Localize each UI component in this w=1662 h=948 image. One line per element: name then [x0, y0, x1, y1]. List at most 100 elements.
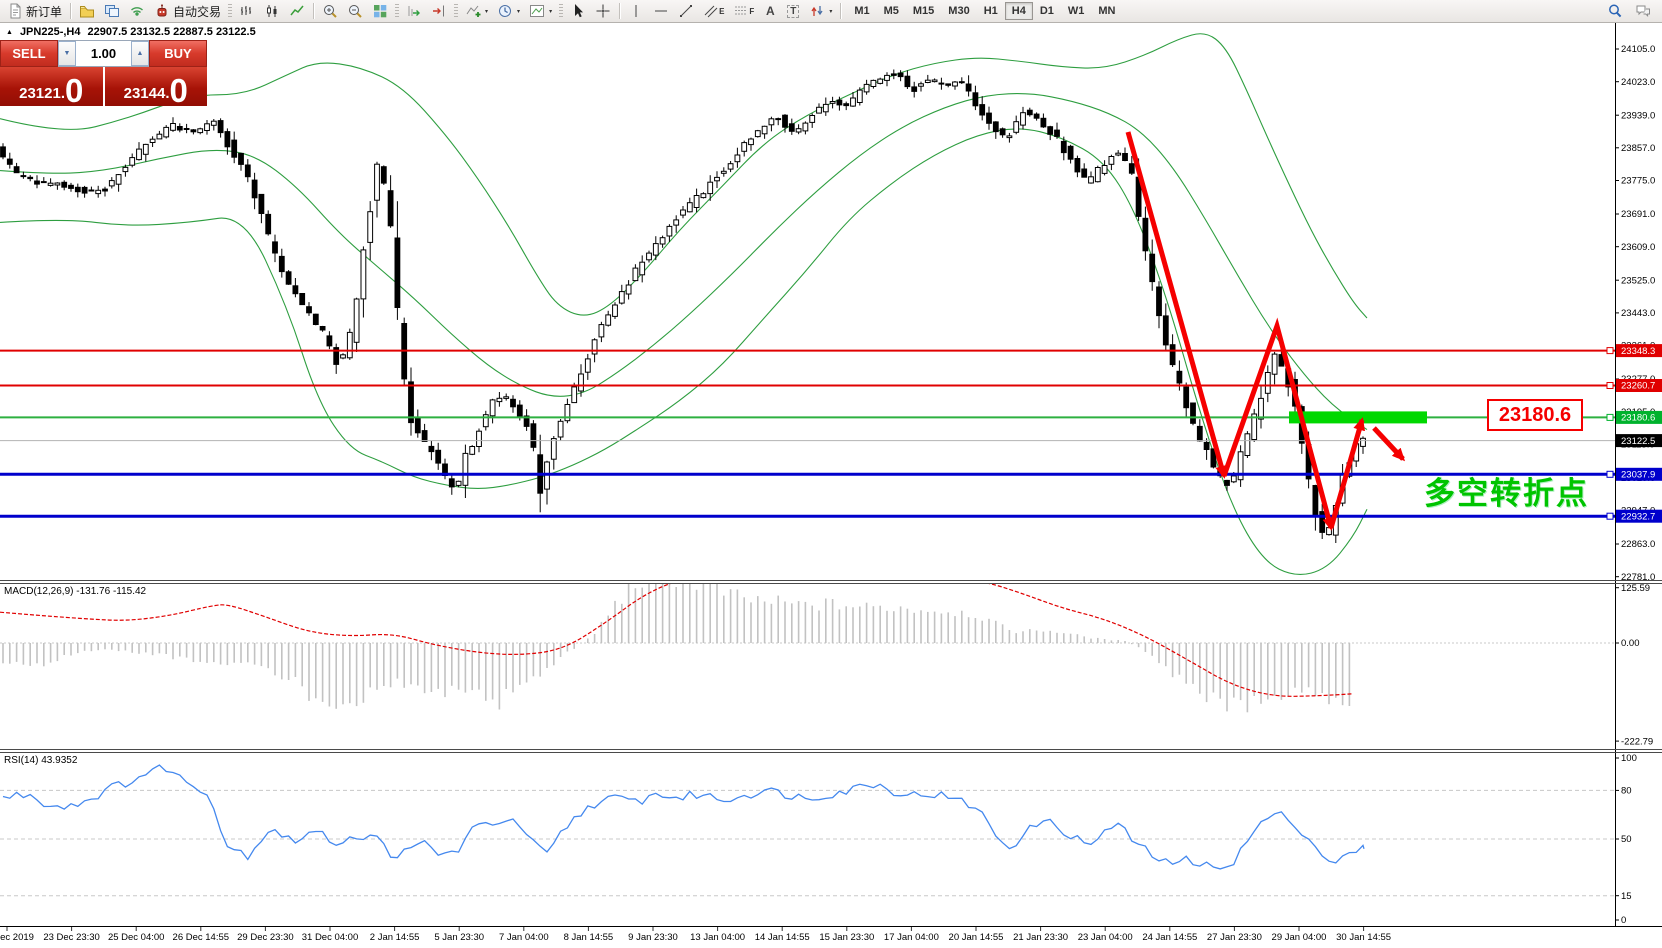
svg-text:24 Jan 14:55: 24 Jan 14:55 — [1142, 932, 1197, 943]
timeframe-button-m1[interactable]: M1 — [847, 2, 876, 20]
toolbar-grip — [228, 3, 233, 19]
timeframe-button-w1[interactable]: W1 — [1061, 2, 1092, 20]
zoom-in-icon — [324, 5, 337, 18]
rsi-indicator-label: RSI(14) 43.9352 — [4, 755, 78, 766]
svg-text:0.00: 0.00 — [1621, 638, 1640, 649]
svg-text:30 Jan 14:55: 30 Jan 14:55 — [1336, 932, 1391, 943]
arrows-button[interactable]: ▾ — [805, 1, 836, 21]
price-tag-23260.7: 23260.7 — [1606, 379, 1662, 392]
chart-title: ▲ JPN225-,H4 22907.5 23132.5 22887.5 231… — [6, 26, 256, 38]
turning-point-annotation[interactable]: 多空转折点 — [1424, 476, 1589, 511]
trendline-icon — [680, 5, 693, 17]
text-button[interactable]: A — [759, 1, 781, 21]
new-order-button[interactable]: 新订单 — [3, 1, 66, 21]
price-axis[interactable]: 24105.0 24023.0 23939.0 23857.0 23775.0 23691… — [1606, 22, 1662, 926]
toolbar-grip — [559, 3, 564, 19]
arrows-icon — [811, 6, 823, 16]
svg-text:22863.0: 22863.0 — [1621, 539, 1655, 550]
svg-text:26 Dec 14:55: 26 Dec 14:55 — [173, 932, 230, 943]
timeframe-button-m30[interactable]: M30 — [941, 2, 976, 20]
zoom-in-button[interactable] — [318, 1, 342, 21]
candlestick-chart-icon — [267, 5, 277, 17]
templates-button[interactable]: ▾ — [525, 1, 556, 21]
timeframe-button-m5[interactable]: M5 — [877, 2, 906, 20]
macd-indicator-label: MACD(12,26,9) -131.76 -115.42 — [4, 586, 147, 597]
chart-shift-icon — [433, 5, 445, 17]
trend-arrow-1[interactable] — [1125, 131, 1228, 479]
svg-text:125.59: 125.59 — [1621, 583, 1650, 594]
chart-ohlc-values: 22907.5 23132.5 22887.5 23122.5 — [87, 26, 256, 38]
volume-decrease-button[interactable]: ▼ — [58, 41, 76, 66]
vertical-line-button[interactable] — [624, 1, 648, 21]
svg-text:23775.0: 23775.0 — [1621, 176, 1655, 187]
buy-price-panel[interactable]: 23144. 0 — [104, 67, 207, 107]
chat-button[interactable] — [1631, 1, 1655, 21]
trend-arrow-3[interactable] — [1328, 417, 1366, 529]
volume-input[interactable] — [76, 41, 131, 66]
timeframe-button-d1[interactable]: D1 — [1033, 2, 1061, 20]
trendline-button[interactable] — [674, 1, 698, 21]
profiles-button[interactable] — [75, 1, 99, 21]
equidistant-channel-icon — [704, 5, 718, 18]
timeframe-button-h4[interactable]: H4 — [1004, 2, 1033, 20]
timeframe-button-mn[interactable]: MN — [1091, 2, 1122, 20]
bar-chart-button[interactable] — [235, 1, 259, 21]
svg-text:24105.0: 24105.0 — [1621, 44, 1655, 55]
buy-button-label: BUY — [164, 46, 192, 61]
sell-price-panel[interactable]: 23121. 0 — [0, 67, 103, 107]
time-axis[interactable]: 20 Dec 2019 23 Dec 23:30 25 Dec 04:00 26 De… — [0, 927, 1391, 943]
main-toolbar: 新订单 自动交易 ▾ ▾ — [0, 0, 1662, 23]
svg-text:21 Jan 23:30: 21 Jan 23:30 — [1013, 932, 1068, 943]
cursor-icon — [575, 4, 584, 18]
timeframe-button-m15[interactable]: M15 — [906, 2, 941, 20]
indicators-icon — [466, 5, 481, 17]
equidistant-channel-button[interactable]: E — [699, 1, 728, 21]
bollinger-lower-band — [0, 128, 1368, 575]
price-callout-label[interactable]: 23180.6 — [1487, 399, 1583, 431]
trend-arrow-4[interactable] — [1372, 426, 1406, 462]
sell-price-main: 23121 — [19, 84, 61, 102]
indicators-button[interactable]: ▾ — [461, 1, 492, 21]
sell-button[interactable]: SELL — [0, 40, 58, 67]
symbol-collapse-icon[interactable]: ▲ — [6, 28, 13, 36]
tile-windows-button[interactable] — [368, 1, 392, 21]
horizontal-line-button[interactable] — [649, 1, 673, 21]
svg-text:23348.3: 23348.3 — [1621, 346, 1655, 357]
timeframe-button-h1[interactable]: H1 — [977, 2, 1005, 20]
crosshair-button[interactable] — [591, 1, 615, 21]
auto-scroll-icon — [408, 6, 421, 16]
candlestick-chart-button[interactable] — [260, 1, 284, 21]
auto-scroll-button[interactable] — [402, 1, 426, 21]
cursor-button[interactable] — [566, 1, 590, 21]
highlight-zone-bar[interactable] — [1289, 411, 1427, 424]
svg-text:20 Jan 14:55: 20 Jan 14:55 — [949, 932, 1004, 943]
trend-arrow-2[interactable] — [1221, 317, 1335, 531]
svg-text:23939.0: 23939.0 — [1621, 110, 1655, 121]
trade-panel-price-row: 23121. 0 23144. 0 — [0, 67, 207, 107]
svg-text:23525.0: 23525.0 — [1621, 275, 1655, 286]
svg-text:8 Jan 14:55: 8 Jan 14:55 — [564, 932, 614, 943]
volume-increase-button[interactable]: ▲ — [131, 41, 149, 66]
svg-text:24023.0: 24023.0 — [1621, 77, 1655, 88]
buy-price-main: 23144 — [123, 84, 166, 102]
periods-button[interactable]: ▾ — [493, 1, 524, 21]
buy-button[interactable]: BUY — [149, 40, 207, 67]
charts-window-button[interactable] — [100, 1, 124, 21]
svg-text:-222.79: -222.79 — [1621, 736, 1653, 747]
fibonacci-letter: F — [749, 6, 755, 16]
auto-trading-button[interactable]: 自动交易 — [150, 1, 225, 21]
chart-shift-button[interactable] — [427, 1, 451, 21]
svg-text:5 Jan 23:30: 5 Jan 23:30 — [434, 932, 484, 943]
sell-price-dot: . — [60, 84, 66, 102]
text-label-button[interactable]: T — [782, 1, 804, 21]
svg-text:22932.7: 22932.7 — [1621, 511, 1655, 522]
zoom-out-button[interactable] — [343, 1, 367, 21]
fibonacci-button[interactable]: F — [729, 1, 758, 21]
line-chart-button[interactable] — [285, 1, 309, 21]
dropdown-caret-icon: ▾ — [485, 8, 489, 15]
search-button[interactable] — [1603, 1, 1627, 21]
svg-text:9 Jan 23:30: 9 Jan 23:30 — [628, 932, 678, 943]
market-signal-button[interactable] — [125, 1, 149, 21]
